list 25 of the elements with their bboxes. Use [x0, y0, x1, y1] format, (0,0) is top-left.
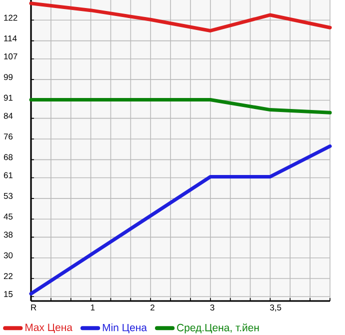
line-series: [29, 2, 332, 32]
line-series: [29, 144, 332, 296]
y-tick-label: 114: [4, 35, 17, 42]
y-tick-label: 61: [4, 172, 13, 178]
y-tick-label: 15: [4, 291, 13, 298]
y-tick-label: 45: [4, 214, 13, 220]
legend-label: Min Цена: [102, 324, 147, 334]
x-tick-label: 2: [150, 304, 154, 310]
y-tick-label: 99: [4, 74, 13, 80]
x-tick-label: 1: [90, 304, 95, 310]
y-tick-label: 84: [4, 112, 13, 119]
x-tick-label: 3,5: [270, 304, 282, 312]
x-tick-label: 3: [210, 304, 214, 311]
y-tick-label: 22: [4, 273, 13, 279]
y-tick-label: 30: [4, 252, 13, 258]
legend-label: Сред.Цена, т.йен: [177, 323, 259, 334]
y-tick-label: 107: [4, 53, 18, 60]
y-tick-label: 122: [4, 14, 18, 21]
y-tick-label: 91: [4, 94, 13, 101]
x-tick-label: R: [31, 304, 36, 310]
y-tick-label: 38: [4, 232, 13, 238]
y-tick-label: 68: [4, 154, 13, 160]
y-tick-label: 53: [4, 192, 13, 199]
legend-label: Max Цена: [26, 324, 72, 334]
y-tick-label: 76: [4, 133, 13, 140]
